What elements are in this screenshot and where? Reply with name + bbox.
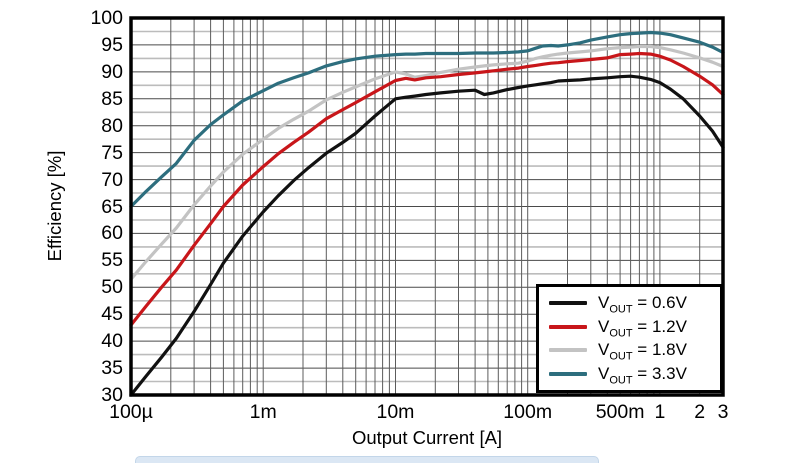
bottom-cropped-element: [135, 456, 599, 463]
y-tick-label: 75: [101, 141, 123, 164]
legend-label-prefix: V: [598, 292, 610, 312]
y-tick-label: 95: [101, 33, 123, 56]
y-tick-label: 55: [101, 249, 123, 272]
legend-swatch-line-black: [549, 300, 587, 305]
legend-label-prefix: V: [598, 316, 610, 336]
legend-item-label: VOUT = 0.6V: [598, 292, 687, 316]
legend-item-1.2v: VOUT = 1.2V: [549, 316, 712, 339]
legend-label-value: = 1.8V: [632, 340, 687, 360]
y-tick-label: 50: [101, 276, 123, 299]
x-tick-label: 1m: [249, 401, 277, 423]
legend-label-subscript: OUT: [609, 374, 633, 387]
legend-label-subscript: OUT: [609, 326, 633, 339]
legend-label-prefix: V: [598, 364, 610, 384]
y-tick-label: 35: [101, 357, 123, 380]
x-tick-label: 10m: [376, 401, 415, 423]
x-tick-label: 100m: [503, 401, 553, 423]
x-tick-label: 2: [694, 401, 706, 423]
y-tick-label: 40: [101, 330, 123, 353]
legend-label-value: = 3.3V: [632, 364, 687, 384]
y-tick-label: 90: [101, 60, 123, 83]
y-tick-label: 60: [101, 222, 123, 245]
y-tick-label: 85: [101, 87, 123, 110]
y-tick-label: 30: [101, 384, 123, 406]
x-axis-title: Output Current [A]: [351, 427, 503, 448]
legend-item-1.8v: VOUT = 1.8V: [549, 340, 712, 363]
y-tick-label: 100: [90, 7, 123, 29]
legend-item-label: VOUT = 1.2V: [598, 316, 687, 339]
legend-label-subscript: OUT: [609, 350, 633, 363]
legend-swatch-line-gray: [549, 348, 587, 353]
legend-item-label: VOUT = 3.3V: [598, 364, 687, 387]
legend-swatch-line-red: [549, 324, 587, 329]
legend-item-0.6v: VOUT = 0.6V: [549, 292, 712, 316]
x-tick-label: 500m: [595, 401, 645, 423]
legend-label-subscript: OUT: [609, 303, 633, 316]
y-tick-label: 45: [101, 303, 123, 326]
legend-label-prefix: V: [598, 340, 610, 360]
legend-item-3.3v: VOUT = 3.3V: [549, 364, 712, 387]
x-tick-label: 3: [717, 401, 729, 423]
y-tick-label: 65: [101, 195, 123, 218]
y-tick-label: 70: [101, 168, 123, 191]
legend: VOUT = 0.6V VOUT = 1.2V VOUT = 1.8V VOUT…: [536, 284, 723, 393]
legend-swatch-line-teal: [549, 372, 587, 377]
x-tick-label: 1: [654, 401, 666, 423]
y-tick-label: 80: [101, 114, 123, 137]
legend-item-label: VOUT = 1.8V: [598, 340, 687, 363]
x-tick-label: 100µ: [109, 401, 153, 423]
legend-label-value: = 1.2V: [632, 316, 687, 336]
legend-label-value: = 0.6V: [632, 292, 687, 312]
y-axis-title: Efficiency [%]: [44, 150, 65, 262]
